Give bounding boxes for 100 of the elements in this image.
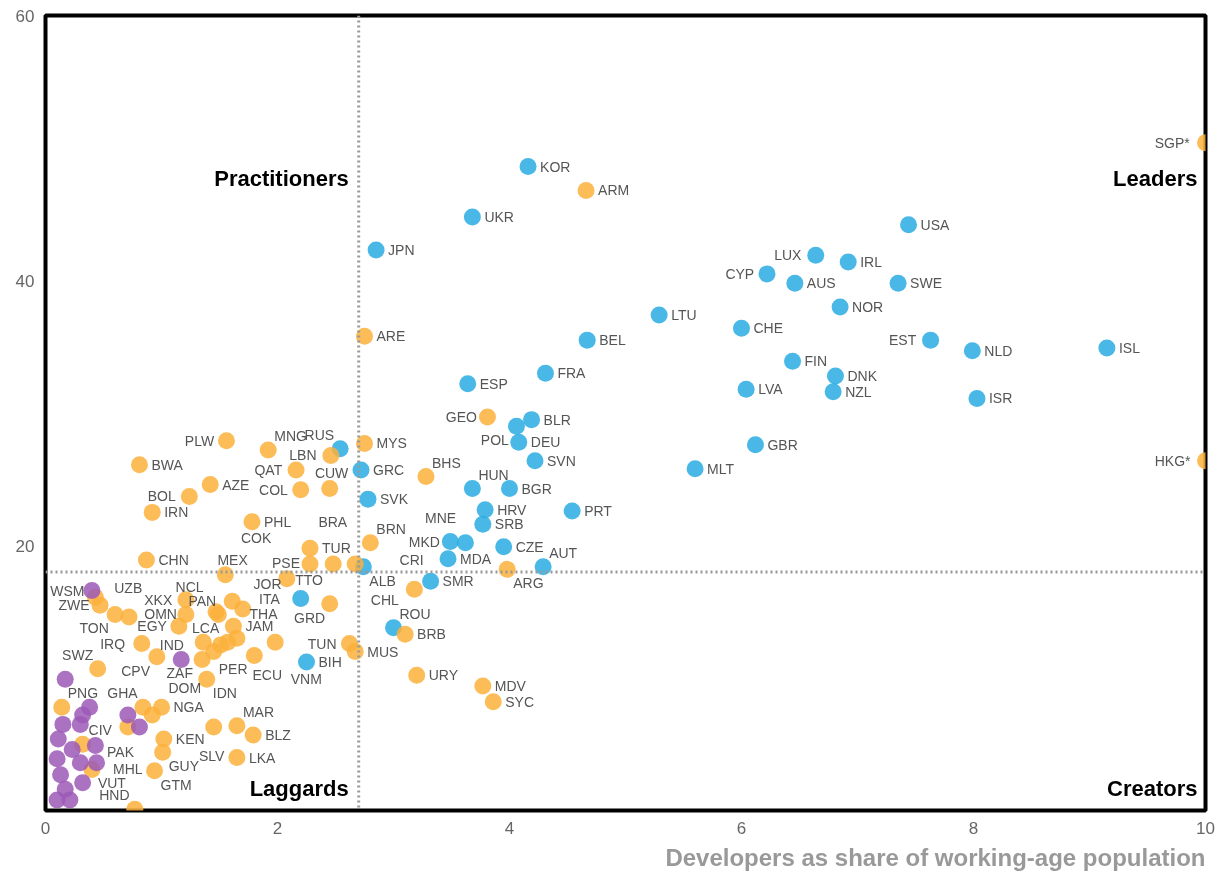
point <box>48 750 66 768</box>
point <box>439 550 457 568</box>
x-tick-label: 6 <box>736 818 747 838</box>
annotation: NZL <box>845 383 872 400</box>
point <box>963 342 981 360</box>
point <box>456 534 474 552</box>
annotation: AUS <box>806 275 836 292</box>
annotation: MEX <box>217 551 249 568</box>
point <box>298 653 315 671</box>
annotation: BRN <box>376 520 406 537</box>
annotation: TTO <box>295 572 324 589</box>
annotation: HRV <box>497 501 528 518</box>
annotation: MDV <box>494 677 527 694</box>
annotation: BWA <box>151 456 184 473</box>
point <box>733 319 750 337</box>
annotation: AUT <box>549 544 578 561</box>
point <box>534 558 552 576</box>
annotation: EST <box>888 332 917 349</box>
annotation: NOR <box>852 299 884 315</box>
annotation: URY <box>428 667 459 684</box>
annotation: DNK <box>847 367 878 384</box>
annotation: DEU <box>530 434 561 451</box>
annotation: ARM <box>598 182 630 199</box>
annotation: SMR <box>442 573 474 590</box>
annotation: ZAF <box>166 665 193 682</box>
point <box>501 480 518 498</box>
annotation: GHA <box>107 685 139 702</box>
annotation: USA <box>920 216 950 233</box>
annotation: BLZ <box>265 726 292 743</box>
point <box>88 754 106 772</box>
annotation: SYC <box>505 693 535 710</box>
point <box>900 216 918 234</box>
annotation: MKD <box>408 533 440 550</box>
point <box>831 298 849 316</box>
annotation: ZWE <box>58 597 90 614</box>
annotation: CYP <box>725 265 755 282</box>
point <box>889 274 907 292</box>
annotation: MDA <box>460 550 492 567</box>
annotation: CIV <box>88 722 113 739</box>
annotation: SVK <box>379 491 409 508</box>
annotation: AZE <box>222 476 250 493</box>
annotation: GRD <box>294 609 326 626</box>
point <box>71 754 89 772</box>
annotation: PAK <box>107 743 135 760</box>
point <box>359 490 377 508</box>
annotation: NCL <box>175 578 204 595</box>
point <box>292 590 310 607</box>
annotation: QAT <box>254 461 283 478</box>
point <box>119 706 137 724</box>
point <box>474 515 492 533</box>
annotation: CHE <box>753 320 784 337</box>
annotation: NLD <box>984 342 1013 359</box>
annotation: JPN <box>388 242 415 259</box>
point <box>519 158 537 176</box>
annotation: SVN <box>547 452 576 469</box>
point <box>61 791 79 809</box>
point <box>784 352 802 370</box>
point <box>476 501 494 519</box>
annotation: UKR <box>484 208 514 225</box>
point <box>824 383 842 401</box>
point <box>536 364 554 382</box>
point <box>71 715 89 733</box>
point <box>578 331 596 349</box>
point <box>130 718 148 736</box>
point <box>922 331 940 349</box>
annotation: ALB <box>369 572 396 589</box>
point <box>839 253 857 271</box>
x-tick-label: 0 <box>40 818 51 838</box>
point <box>737 380 755 398</box>
annotation: SGP* <box>1154 134 1191 151</box>
annotation: LTU <box>671 306 697 323</box>
annotation: EGY <box>137 618 168 635</box>
point <box>758 265 776 283</box>
annotation: Laggards <box>249 775 349 801</box>
point <box>686 460 704 478</box>
annotation: LUX <box>774 247 803 264</box>
annotation: TON <box>79 620 109 637</box>
annotation: GRC <box>373 461 405 478</box>
point <box>650 306 668 324</box>
point <box>52 766 70 784</box>
annotation: FRA <box>557 365 587 382</box>
annotation: BRB <box>417 626 446 643</box>
annotation: CZE <box>515 538 544 555</box>
annotation: COL <box>259 481 289 498</box>
annotation: CHN <box>158 552 189 569</box>
annotation: MAR <box>242 703 275 720</box>
y-tick-label: 60 <box>15 6 35 26</box>
point <box>1098 339 1116 357</box>
point <box>422 572 440 590</box>
annotation: PHL <box>263 513 292 530</box>
annotation: LBN <box>289 447 317 464</box>
annotation: KOR <box>540 158 571 175</box>
point <box>826 367 844 385</box>
y-tick-label: 20 <box>15 536 35 556</box>
annotation: PSE <box>271 554 300 571</box>
annotation: BRA <box>318 514 348 531</box>
annotation: BIH <box>318 654 342 671</box>
annotation: PLW <box>184 432 215 449</box>
annotation: DOM <box>168 679 202 696</box>
annotation: BOL <box>147 488 176 505</box>
